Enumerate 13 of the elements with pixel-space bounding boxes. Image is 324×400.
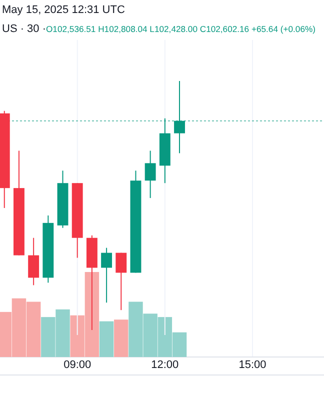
- candlestick: [144, 150, 156, 199]
- candlestick: [101, 247, 112, 304]
- candlestick: [116, 252, 127, 311]
- x-tick-label: 09:00: [64, 359, 92, 371]
- candlestick: [28, 237, 40, 286]
- x-tick-label: 15:00: [238, 359, 266, 371]
- bar: [99, 321, 114, 357]
- bar: [114, 320, 128, 357]
- candlestick: [174, 80, 185, 154]
- text: O102,536.51 H102,808.04 L102,428.00 C102,602.16 +65.64 (+0.06%): [46, 24, 316, 34]
- text: US · 30 ·: [2, 23, 46, 35]
- x-tick-label: 12:00: [151, 359, 179, 371]
- text: May 15, 2025 12:31 UTC: [2, 4, 125, 16]
